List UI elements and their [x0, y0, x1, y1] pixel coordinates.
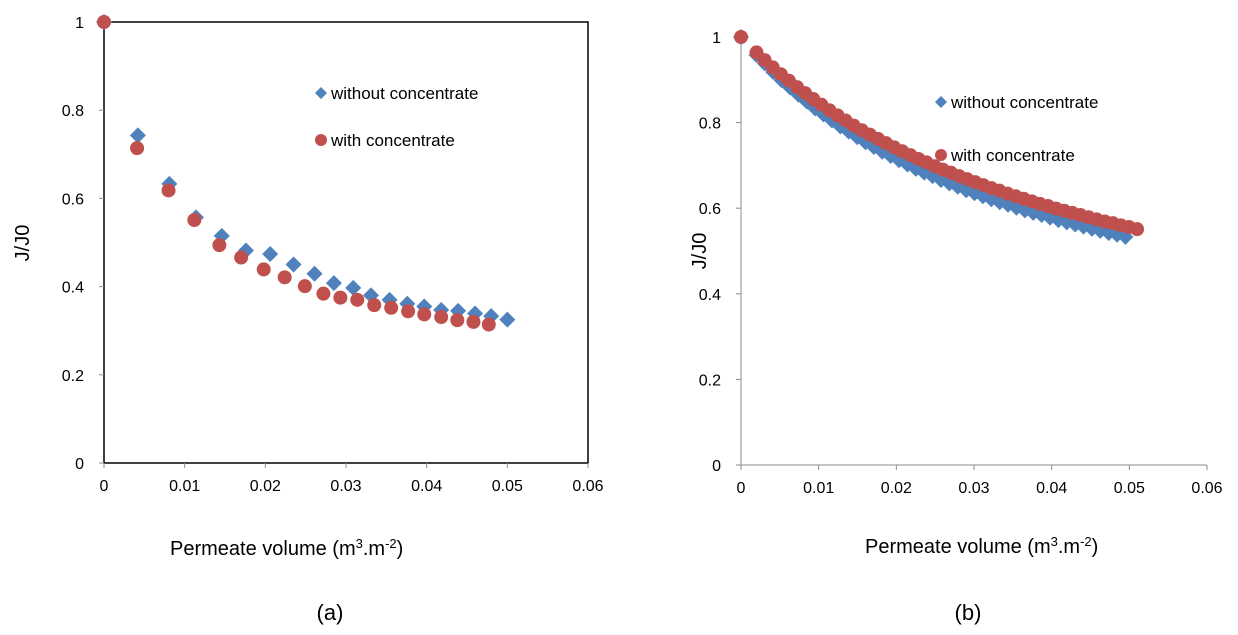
x-tick-label: 0 — [100, 478, 109, 495]
x-axis-label: Permeate volume (m3.m-2) — [865, 534, 1098, 558]
x-tick-label: 0.04 — [1036, 480, 1067, 497]
points-group — [733, 29, 1144, 245]
data-point-with-concentrate — [384, 301, 398, 315]
panel-label-b: (b) — [955, 600, 982, 625]
data-point-with-concentrate — [234, 250, 248, 264]
data-point-with-concentrate — [450, 313, 464, 327]
x-tick-label: 0.06 — [1191, 480, 1222, 497]
y-tick-label: 0.4 — [699, 287, 721, 304]
data-point-with-concentrate — [417, 307, 431, 321]
x-tick-label: 0.03 — [958, 480, 989, 497]
data-point-without-concentrate — [499, 312, 515, 328]
y-axis-label: J/J0 — [12, 225, 34, 262]
x-tick-label: 0.03 — [330, 478, 361, 495]
data-point-with-concentrate — [401, 304, 415, 318]
x-tick-label: 0.05 — [492, 478, 523, 495]
data-point-with-concentrate — [187, 213, 201, 227]
points-group — [96, 14, 515, 332]
panel-a: 0 0.01 0.02 0.03 0.04 0.05 0.0600.20.40.60.81 … — [12, 14, 604, 625]
data-point-with-concentrate — [278, 270, 292, 284]
data-point-with-concentrate — [298, 279, 312, 293]
data-point-with-concentrate — [333, 291, 347, 305]
data-point-with-concentrate — [434, 310, 448, 324]
data-point-with-concentrate — [316, 287, 330, 301]
data-point-without-concentrate — [307, 266, 323, 282]
x-tick-label: 0.05 — [1114, 480, 1145, 497]
data-point-without-concentrate — [262, 246, 278, 262]
x-tick-label: 0.04 — [411, 478, 442, 495]
x-axis-label: Permeate volume (m3.m-2) — [170, 536, 403, 560]
data-point-with-concentrate — [734, 30, 748, 44]
x-tick-label: 0.01 — [169, 478, 200, 495]
data-point-with-concentrate — [130, 141, 144, 155]
y-tick-label: 0 — [712, 458, 721, 475]
data-point-with-concentrate — [212, 238, 226, 252]
legend-label-with-concentrate: with concentrate — [330, 131, 455, 150]
y-tick-label: 0.4 — [62, 280, 84, 297]
y-tick-label: 0 — [75, 456, 84, 473]
data-point-without-concentrate — [286, 257, 302, 273]
panel-label-a: (a) — [317, 600, 344, 625]
x-tick-label: 0.02 — [881, 480, 912, 497]
y-tick-label: 1 — [75, 15, 84, 32]
data-point-with-concentrate — [350, 293, 364, 307]
panel-b: 0 0.01 0.02 0.03 0.04 0.05 0.0600.20.40.60.81 … — [689, 29, 1223, 625]
x-tick-label: 0.06 — [572, 478, 603, 495]
legend: without concentrate with concentrate — [935, 93, 1098, 165]
data-point-with-concentrate — [162, 183, 176, 197]
data-point-with-concentrate — [1130, 222, 1144, 236]
legend-circle-icon — [935, 149, 947, 161]
y-tick-label: 0.8 — [62, 103, 84, 120]
legend-diamond-icon — [935, 96, 947, 108]
legend-label-with-concentrate: with concentrate — [950, 146, 1075, 165]
y-tick-label: 0.6 — [699, 201, 721, 218]
data-point-with-concentrate — [482, 318, 496, 332]
data-point-with-concentrate — [367, 298, 381, 312]
y-tick-label: 0.2 — [699, 372, 721, 389]
y-tick-label: 1 — [712, 30, 721, 47]
y-tick-label: 0.6 — [62, 191, 84, 208]
data-point-without-concentrate — [130, 127, 146, 143]
data-point-with-concentrate — [257, 262, 271, 276]
legend-label-without-concentrate: without concentrate — [950, 93, 1098, 112]
legend-circle-icon — [315, 134, 327, 146]
data-point-with-concentrate — [97, 15, 111, 29]
x-tick-label: 0.01 — [803, 480, 834, 497]
data-point-with-concentrate — [466, 315, 480, 329]
y-tick-label: 0.8 — [699, 116, 721, 133]
y-tick-label: 0.2 — [62, 368, 84, 385]
legend-diamond-icon — [315, 87, 327, 99]
legend: without concentrate with concentrate — [315, 84, 478, 150]
x-tick-label: 0.02 — [250, 478, 281, 495]
y-axis-label: J/J0 — [689, 233, 711, 270]
x-tick-label: 0 — [737, 480, 746, 497]
legend-label-without-concentrate: without concentrate — [330, 84, 478, 103]
